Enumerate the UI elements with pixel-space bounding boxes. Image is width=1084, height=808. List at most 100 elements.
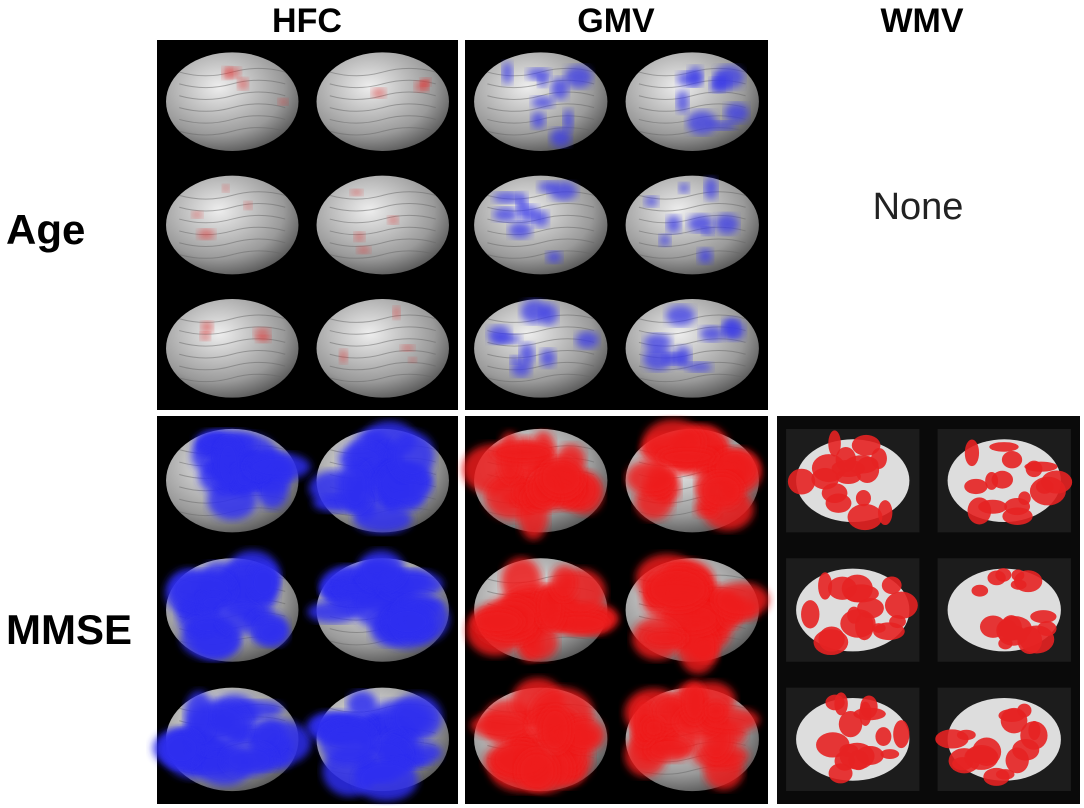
activation bbox=[184, 691, 214, 740]
activation bbox=[657, 447, 718, 466]
sulcus bbox=[179, 214, 286, 224]
activation bbox=[967, 497, 992, 525]
activation bbox=[319, 720, 376, 765]
activation bbox=[516, 193, 528, 214]
activation bbox=[875, 727, 892, 747]
row-label: Age bbox=[6, 206, 86, 253]
activation bbox=[255, 335, 271, 343]
sulcus bbox=[638, 238, 746, 247]
brain bbox=[166, 52, 299, 152]
activation bbox=[197, 229, 215, 240]
sulcus bbox=[179, 238, 286, 247]
sulcus bbox=[179, 326, 286, 335]
activation bbox=[659, 234, 671, 247]
activation bbox=[989, 442, 1019, 452]
sulcus bbox=[329, 338, 436, 347]
activation bbox=[816, 732, 850, 758]
activation bbox=[847, 606, 861, 624]
activation bbox=[387, 215, 399, 225]
activation bbox=[713, 582, 770, 618]
activation bbox=[487, 325, 512, 344]
sulcus bbox=[329, 361, 436, 371]
activation bbox=[699, 472, 743, 509]
activation bbox=[254, 618, 289, 647]
activation bbox=[1013, 570, 1043, 593]
sulcus bbox=[179, 103, 286, 112]
activation bbox=[676, 90, 689, 114]
activation bbox=[338, 462, 372, 511]
activation bbox=[470, 712, 530, 738]
activation bbox=[704, 177, 718, 200]
activation bbox=[855, 456, 880, 483]
activation bbox=[851, 434, 881, 456]
activation bbox=[538, 457, 584, 498]
sulcus bbox=[329, 214, 436, 224]
sulcus bbox=[638, 203, 746, 212]
activation bbox=[1024, 461, 1058, 472]
activation bbox=[508, 222, 532, 239]
activation bbox=[643, 346, 673, 371]
activation bbox=[811, 454, 846, 483]
activation bbox=[722, 317, 740, 337]
activation bbox=[855, 490, 871, 507]
sulcus bbox=[487, 373, 595, 383]
sulcus bbox=[179, 79, 286, 89]
activation bbox=[248, 563, 280, 601]
activation bbox=[1005, 747, 1029, 774]
activation bbox=[626, 460, 677, 496]
activation bbox=[532, 210, 549, 227]
activation bbox=[860, 695, 878, 719]
sulcus bbox=[487, 91, 595, 100]
activation bbox=[539, 706, 572, 753]
activation bbox=[237, 78, 249, 90]
sulcus bbox=[638, 250, 746, 259]
activation bbox=[1028, 721, 1041, 741]
sulcus bbox=[179, 191, 286, 200]
activation bbox=[244, 201, 253, 210]
activation bbox=[550, 565, 578, 601]
activation bbox=[519, 343, 535, 366]
activation bbox=[546, 251, 562, 263]
activation bbox=[1000, 707, 1028, 734]
activation bbox=[562, 716, 605, 753]
activation bbox=[278, 98, 288, 106]
sulcus bbox=[487, 238, 595, 247]
activation bbox=[246, 452, 311, 481]
sulcus bbox=[487, 127, 595, 136]
sulcus bbox=[179, 350, 286, 359]
sulcus bbox=[179, 361, 286, 371]
activation bbox=[971, 584, 989, 597]
activation bbox=[893, 720, 910, 749]
brain bbox=[625, 52, 759, 152]
column-header: HFC bbox=[272, 2, 342, 40]
activation bbox=[647, 567, 709, 611]
activation bbox=[502, 61, 513, 85]
activation bbox=[643, 629, 687, 648]
activation bbox=[548, 612, 609, 635]
activation bbox=[699, 326, 724, 342]
sulcus bbox=[179, 226, 286, 236]
sulcus bbox=[329, 103, 436, 112]
sulcus bbox=[329, 226, 436, 236]
activation bbox=[646, 736, 691, 762]
activation bbox=[551, 77, 569, 100]
sulcus bbox=[179, 314, 286, 323]
sulcus bbox=[329, 373, 436, 383]
activation bbox=[964, 745, 999, 770]
column-header: WMV bbox=[880, 2, 964, 40]
activation bbox=[491, 442, 556, 463]
activation bbox=[1001, 451, 1023, 469]
activation bbox=[827, 576, 857, 600]
activation bbox=[724, 103, 749, 123]
sulcus bbox=[329, 250, 436, 259]
brain bbox=[316, 299, 449, 398]
activation bbox=[715, 213, 739, 235]
activation bbox=[392, 306, 401, 320]
sulcus bbox=[329, 238, 436, 247]
brain bbox=[474, 299, 608, 398]
activation bbox=[383, 605, 433, 638]
sulcus bbox=[487, 350, 595, 359]
activation bbox=[935, 729, 969, 749]
